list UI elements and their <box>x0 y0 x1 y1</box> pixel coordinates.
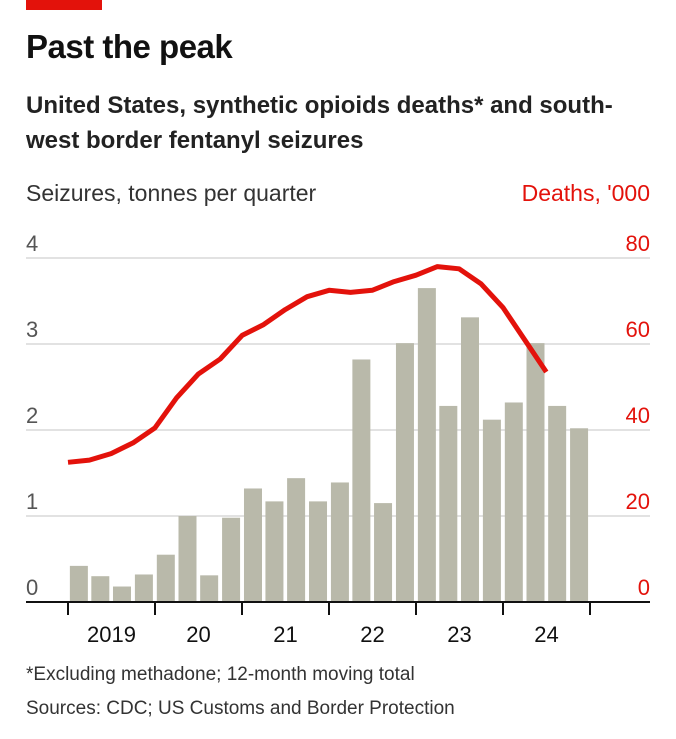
seizure-bar <box>548 405 567 602</box>
seizure-bar <box>460 317 479 602</box>
chart-title: Past the peak <box>26 28 233 65</box>
seizure-bar <box>482 419 501 602</box>
seizure-bar <box>200 575 219 602</box>
chart-subtitle: United States, synthetic opioids deaths*… <box>26 92 613 154</box>
seizure-bar <box>309 501 328 602</box>
seizure-bar <box>112 586 131 602</box>
x-tick-label: 21 <box>273 622 297 647</box>
right-tick-label: 40 <box>626 403 650 428</box>
seizure-bar <box>352 359 371 602</box>
right-axis-label: Deaths, '000 <box>521 180 650 206</box>
source-note: Sources: CDC; US Customs and Border Prot… <box>26 698 455 719</box>
seizure-bar <box>526 343 545 602</box>
left-tick-label: 3 <box>26 317 38 342</box>
right-tick-label: 0 <box>638 575 650 600</box>
deaths-line <box>67 264 549 465</box>
footnote: *Excluding methadone; 12-month moving to… <box>26 664 415 685</box>
seizure-bar <box>570 428 589 602</box>
seizure-bar <box>395 343 414 602</box>
seizure-bar <box>330 482 349 602</box>
x-tick-label: 24 <box>534 622 558 647</box>
x-tick-label: 23 <box>447 622 471 647</box>
left-axis-label: Seizures, tonnes per quarter <box>26 180 317 206</box>
seizure-bar <box>243 488 262 602</box>
seizure-bar <box>178 516 197 602</box>
seizure-bar <box>69 565 88 602</box>
x-tick-label: 20 <box>186 622 210 647</box>
brand-tag <box>26 0 102 10</box>
seizure-bar <box>265 501 284 602</box>
right-tick-label: 20 <box>626 489 650 514</box>
seizure-bar <box>156 554 175 602</box>
left-tick-label: 0 <box>26 575 38 600</box>
left-tick-label: 4 <box>26 231 38 256</box>
left-tick-label: 1 <box>26 489 38 514</box>
seizure-bar <box>504 402 523 602</box>
seizure-bar <box>417 288 436 602</box>
seizure-bar <box>439 405 458 602</box>
x-tick-label: 2019 <box>87 622 136 647</box>
left-tick-label: 2 <box>26 403 38 428</box>
seizure-bar <box>374 503 393 602</box>
right-tick-label: 80 <box>626 231 650 256</box>
seizure-bar <box>222 517 241 602</box>
right-tick-label: 60 <box>626 317 650 342</box>
seizure-bar <box>91 576 110 602</box>
seizure-bar <box>134 574 153 602</box>
x-tick-label: 22 <box>360 622 384 647</box>
seizure-bar <box>287 478 306 602</box>
